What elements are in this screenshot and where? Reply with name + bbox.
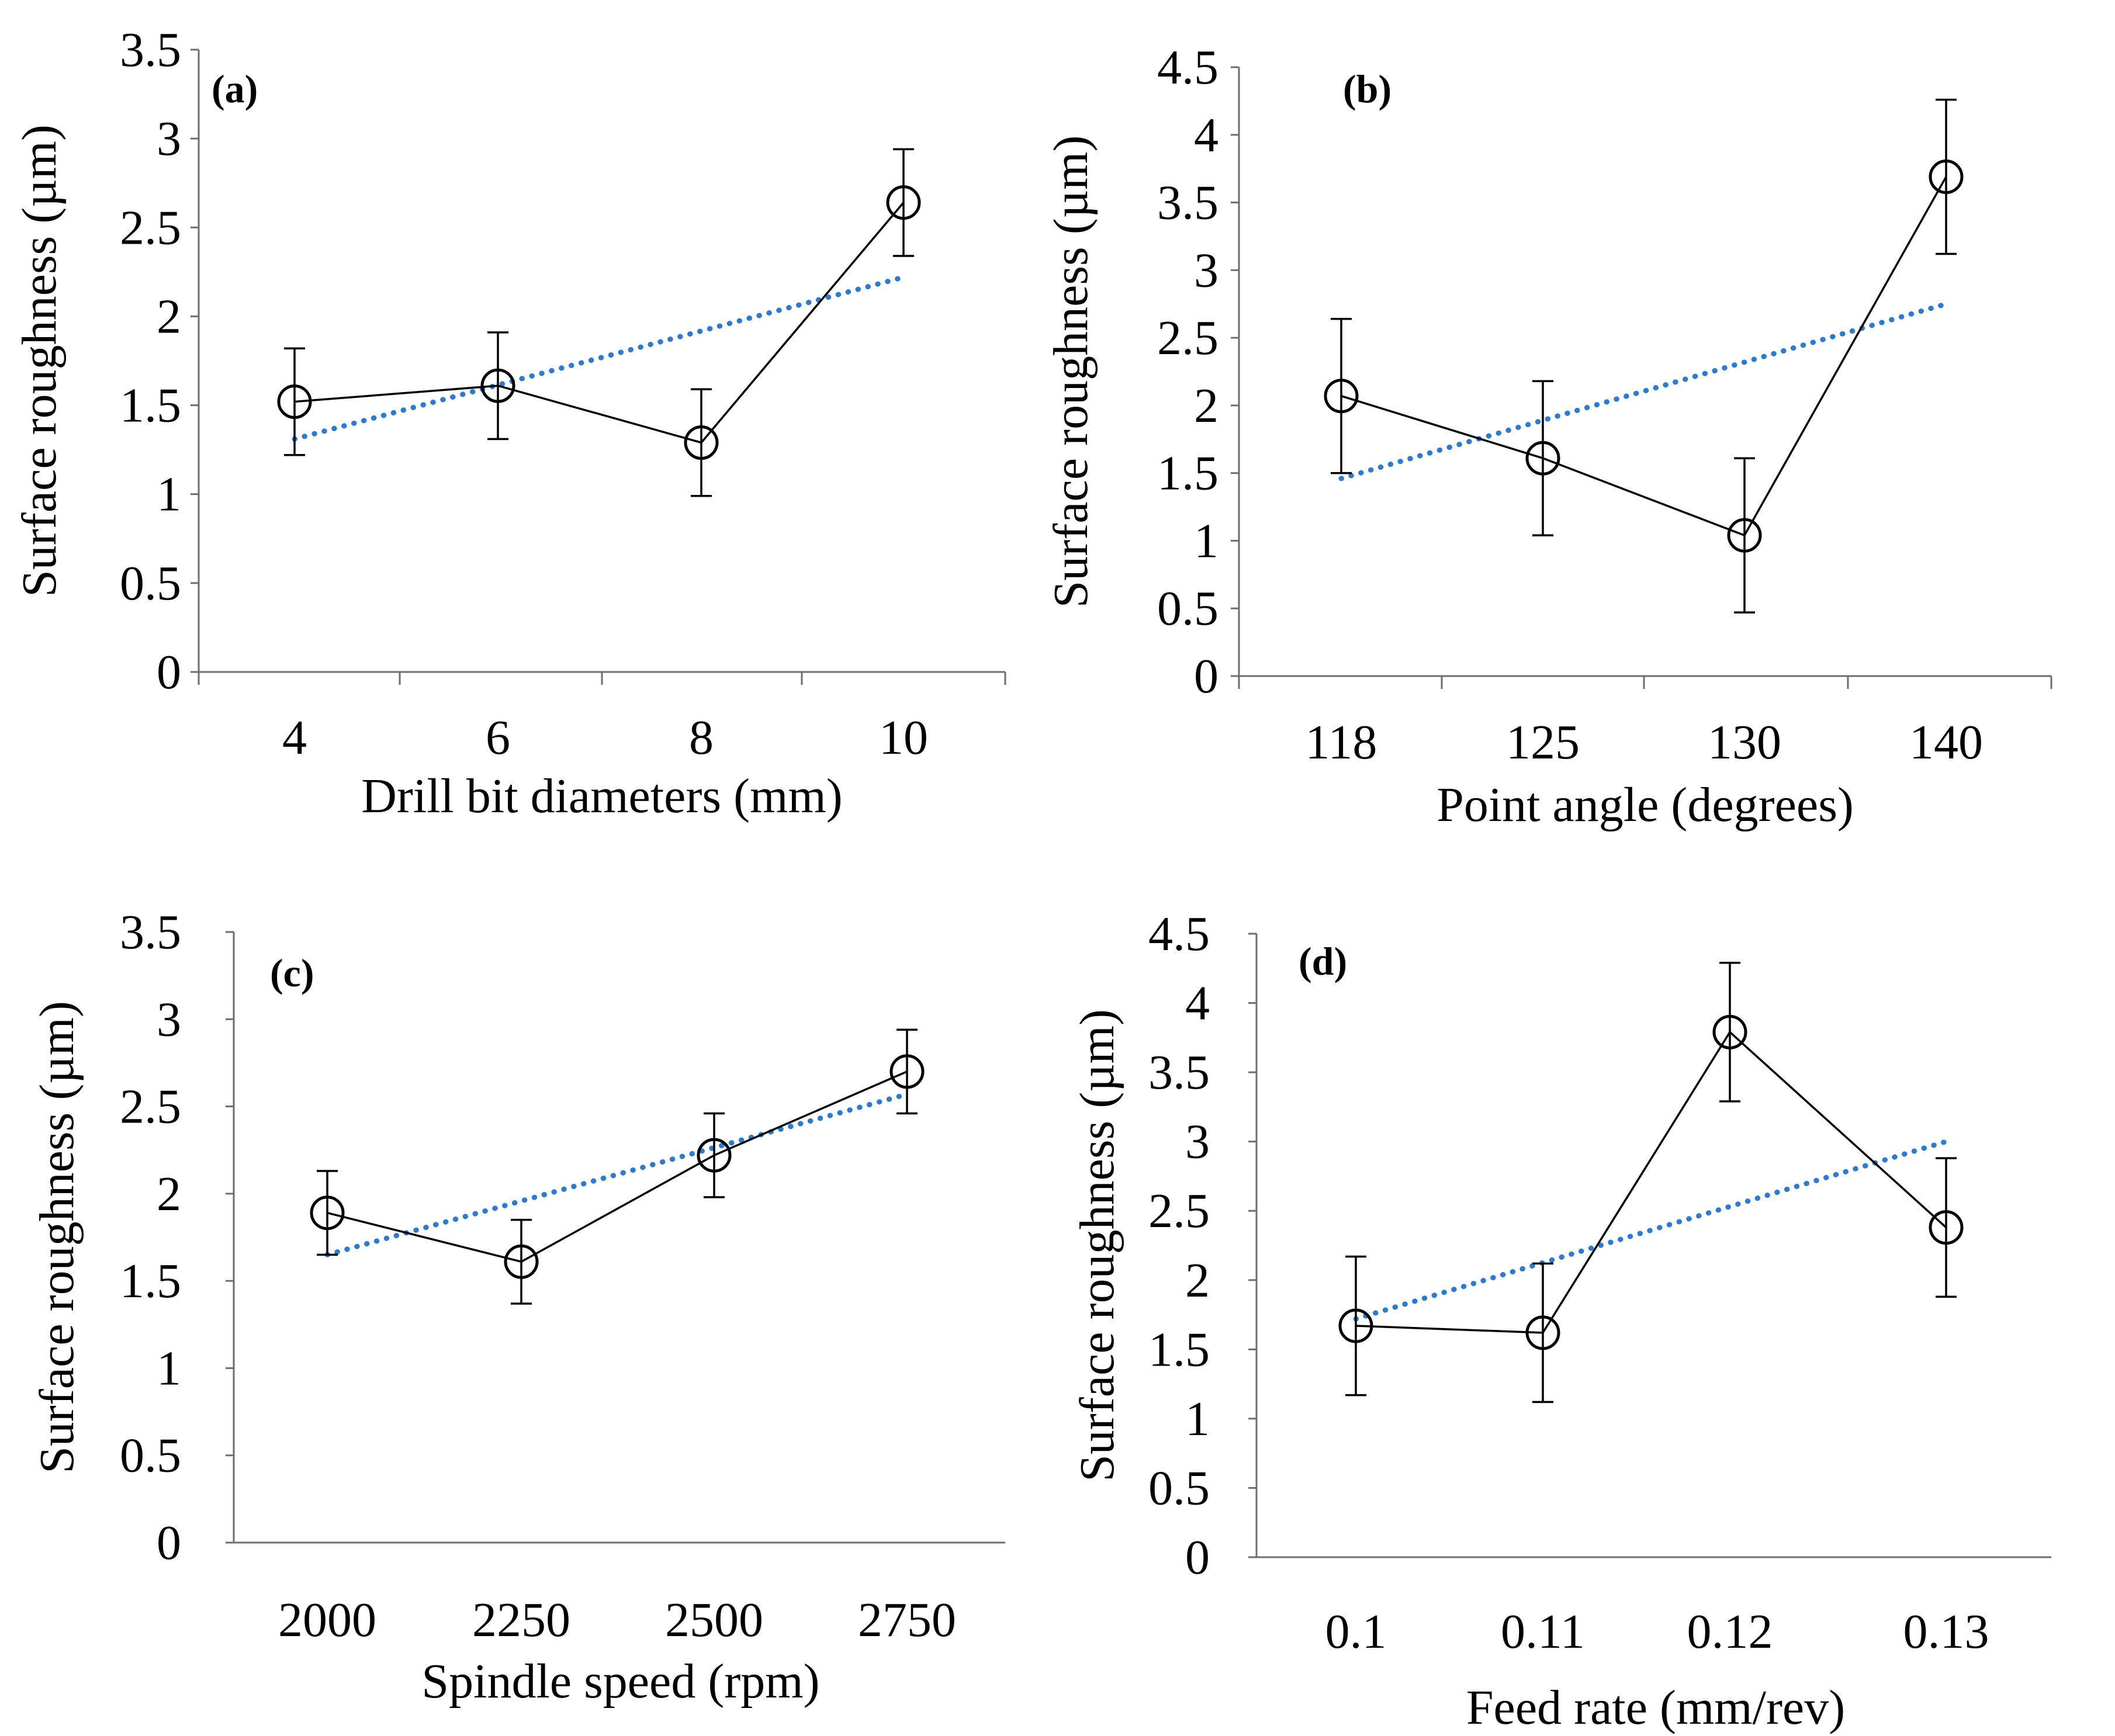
chart-panel-a: 0 0.5 1 1.5 2 2.5 3 3.5 4 6 8 10 Drill bit diameters… [12, 23, 1006, 823]
data-point [480, 368, 515, 403]
y-tick-label: 3.5 [120, 23, 181, 77]
x-tick-label: 2500 [665, 1593, 763, 1647]
y-tick-label: 4 [1185, 976, 1210, 1031]
data-point [697, 1138, 732, 1173]
x-tick-label: 2000 [278, 1593, 376, 1647]
chart-panel-b: 0 0.5 1 1.5 2 2.5 3 3.5 4 4.5 118 125 130 140 Point an… [1044, 40, 2052, 832]
data-point [1712, 1014, 1747, 1049]
y-tick-label: 3.5 [120, 905, 181, 959]
y-tick-label: 0 [1185, 1530, 1210, 1585]
data-point [889, 1054, 925, 1089]
y-tick-label: 1.5 [120, 379, 181, 433]
x-tick-label: 2750 [858, 1593, 956, 1647]
data-point [1929, 1210, 1964, 1245]
y-tick-label: 0 [1194, 649, 1219, 704]
series-line [294, 202, 905, 444]
x-tick-label: 0.11 [1501, 1605, 1585, 1659]
y-tick-label: 2.5 [120, 200, 181, 255]
y-tick-label: 1 [1185, 1392, 1210, 1446]
x-tick-label: 130 [1708, 715, 1781, 770]
y-tick-label: 0 [157, 645, 181, 699]
y-tick-label: 4 [1194, 108, 1219, 162]
y-tick-label: 0.5 [120, 556, 181, 611]
data-point [277, 384, 312, 419]
y-tick-label: 2 [1185, 1253, 1210, 1308]
x-axis-title: Spindle speed (rpm) [421, 1654, 819, 1709]
x-tick-label: 0.1 [1325, 1605, 1387, 1659]
y-tick-label: 1 [1194, 514, 1219, 568]
y-tick-label: 0.5 [120, 1429, 181, 1483]
x-tick-label: 4 [282, 711, 307, 765]
data-point [1727, 518, 1762, 553]
x-tick-label: 0.12 [1687, 1605, 1773, 1659]
trend-line [1353, 1139, 1949, 1322]
x-tick-label: 125 [1506, 715, 1580, 770]
y-tick-label: 1.5 [1148, 1322, 1210, 1377]
trend-line [292, 274, 906, 442]
trend-line [324, 1092, 910, 1257]
data-point [504, 1244, 539, 1279]
x-axis-title: Drill bit diameters (mm) [361, 769, 842, 823]
panel-label: (a) [212, 67, 258, 111]
y-tick-label: 1 [157, 467, 181, 522]
y-axis-title: Surface roughness (µm) [30, 1001, 84, 1474]
x-tick-label: 0.13 [1903, 1605, 1989, 1659]
data-point [684, 425, 719, 460]
y-tick-label: 4.5 [1148, 907, 1210, 961]
x-tick-label: 8 [689, 711, 714, 765]
series-line [1341, 176, 1947, 537]
y-axis-title: Surface roughness (µm) [1070, 1009, 1124, 1482]
y-tick-label: 2.5 [1157, 311, 1219, 365]
data-point [1525, 441, 1560, 476]
data-point [310, 1196, 345, 1231]
x-tick-label: 2250 [472, 1593, 570, 1647]
panel-label: (b) [1343, 67, 1391, 111]
y-tick-label: 2 [157, 1167, 181, 1221]
data-point [1525, 1315, 1560, 1350]
y-tick-label: 2 [1194, 379, 1219, 433]
data-point [1929, 160, 1964, 195]
series-line [327, 1070, 908, 1263]
y-tick-label: 4.5 [1157, 40, 1219, 95]
data-point [1324, 379, 1359, 414]
y-tick-label: 1.5 [120, 1254, 181, 1308]
data-point [1338, 1308, 1373, 1343]
chart-panel-d: 0 0.5 1 1.5 2 2.5 3 3.5 4 4.5 0.1 0.11 0.12 0.13 Feed … [1070, 907, 2051, 1735]
y-tick-label: 3.5 [1148, 1045, 1210, 1100]
y-tick-label: 1.5 [1157, 446, 1219, 501]
y-tick-label: 1 [157, 1341, 181, 1395]
series-line [1355, 1030, 1947, 1334]
x-axis-title: Feed rate (mm/rev) [1466, 1680, 1845, 1735]
y-tick-label: 2 [157, 289, 181, 344]
x-tick-label: 6 [486, 711, 510, 765]
chart-panel-c: 0 0.5 1 1.5 2 2.5 3 3.5 2000 2250 2500 2750 Spindle … [30, 905, 1005, 1709]
x-tick-label: 10 [879, 711, 928, 765]
y-tick-label: 2.5 [120, 1080, 181, 1134]
y-tick-label: 3 [1194, 243, 1219, 297]
x-tick-label: 118 [1306, 715, 1377, 770]
x-tick-label: 140 [1909, 715, 1983, 770]
panel-label: (c) [270, 951, 314, 995]
trend-line [1338, 301, 1949, 481]
y-axis-title: Surface roughness (µm) [1044, 136, 1098, 608]
y-tick-label: 3 [1185, 1115, 1210, 1169]
y-tick-label: 3 [157, 112, 181, 166]
y-axis-title: Surface roughness (µm) [12, 124, 67, 597]
y-tick-label: 0 [157, 1516, 181, 1570]
y-tick-label: 2.5 [1148, 1184, 1210, 1238]
data-point [886, 185, 921, 220]
y-tick-label: 0.5 [1148, 1461, 1210, 1515]
y-tick-label: 3 [157, 992, 181, 1047]
y-tick-label: 3.5 [1157, 176, 1219, 230]
y-tick-label: 0.5 [1157, 581, 1219, 636]
panel-label: (d) [1299, 939, 1347, 983]
x-axis-title: Point angle (degrees) [1436, 778, 1854, 832]
